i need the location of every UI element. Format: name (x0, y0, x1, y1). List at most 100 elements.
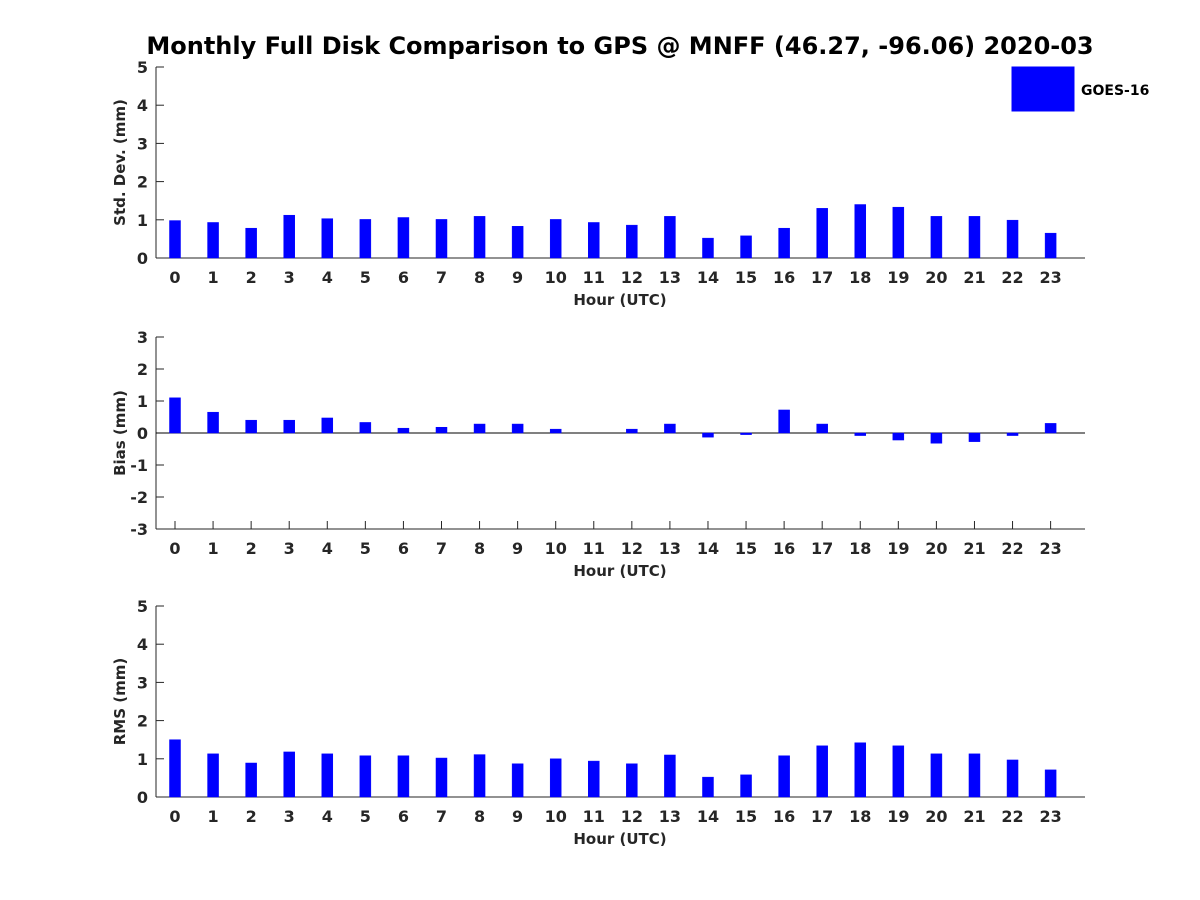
std_dev-bar (283, 214, 295, 259)
legend-swatch-goes-16 (1011, 66, 1075, 112)
bias-x-tick-label: 18 (849, 539, 871, 558)
std_dev-x-tick-label: 11 (583, 268, 605, 287)
std_dev-x-tick-label: 17 (811, 268, 833, 287)
rms-bar (435, 757, 448, 798)
rms-y-tick-label: 3 (137, 673, 148, 692)
std_dev-x-tick-label: 22 (1001, 268, 1023, 287)
rms-y-tick-label: 4 (137, 635, 148, 654)
rms-y-tick-label: 5 (137, 597, 148, 616)
std_dev-y-tick-label: 5 (137, 58, 148, 77)
rms-bar (968, 753, 981, 798)
rms-bar (283, 751, 295, 798)
rms-bar (626, 763, 638, 798)
bias-x-tick-label: 2 (246, 539, 257, 558)
rms-x-tick-label: 21 (963, 807, 985, 826)
bias-bar (321, 417, 334, 434)
std_dev-bar (473, 216, 486, 259)
bias-x-tick-label: 22 (1001, 539, 1023, 558)
bias-x-tick-label: 1 (207, 539, 218, 558)
std_dev-bar (778, 227, 790, 259)
std_dev-x-tick-label: 18 (849, 268, 871, 287)
rms-y-tick-label: 0 (137, 788, 148, 807)
bias-x-tick-label: 19 (887, 539, 909, 558)
bias-x-tick-label: 14 (697, 539, 719, 558)
std_dev-bar (702, 237, 714, 259)
bias-x-tick-label: 4 (322, 539, 333, 558)
std_dev-x-tick-label: 10 (545, 268, 567, 287)
rms-x-axis-label: Hour (UTC) (573, 830, 666, 848)
std_dev-y-tick-label: 1 (137, 211, 148, 230)
std_dev-bar (892, 206, 905, 259)
bias-bar (245, 419, 257, 434)
bias-y-tick-label: 2 (137, 360, 148, 379)
bias-x-tick-label: 20 (925, 539, 947, 558)
bias-y-tick-label: 3 (137, 328, 148, 347)
rms-x-tick-label: 7 (436, 807, 447, 826)
std_dev-bar (169, 220, 181, 259)
bias-bar (1006, 432, 1019, 436)
std_dev-x-tick-label: 19 (887, 268, 909, 287)
std_dev-y-axis-label: Std. Dev. (mm) (111, 99, 129, 226)
std_dev-x-tick-label: 14 (697, 268, 719, 287)
bias-x-tick-label: 23 (1039, 539, 1061, 558)
std_dev-bar (549, 219, 562, 259)
std_dev-x-tick-label: 6 (398, 268, 409, 287)
std_dev-x-tick-label: 3 (284, 268, 295, 287)
rms-bar (1044, 769, 1057, 798)
bias-bar (435, 426, 448, 434)
std_dev-y-tick-label: 3 (137, 134, 148, 153)
legend: GOES-16 (1011, 66, 1149, 112)
rms-bar (664, 754, 676, 798)
rms-bar (169, 739, 181, 798)
std_dev-bar (588, 222, 600, 259)
bias-bar (283, 419, 295, 434)
bias-x-tick-label: 7 (436, 539, 447, 558)
std_dev-x-tick-label: 8 (474, 268, 485, 287)
std_dev-bar (1044, 232, 1057, 259)
rms-bar (816, 745, 828, 798)
std_dev-x-axis-label: Hour (UTC) (573, 291, 666, 309)
bias-bar (169, 397, 181, 434)
rms-x-tick-label: 3 (284, 807, 295, 826)
bias-bar (930, 432, 943, 444)
bias-x-tick-label: 8 (474, 539, 485, 558)
bias-bar (778, 409, 790, 434)
rms-x-tick-label: 14 (697, 807, 719, 826)
bias-bar (549, 428, 562, 434)
rms-bar (359, 755, 372, 798)
rms-bar (892, 745, 905, 798)
bias-bar (816, 423, 828, 434)
rms-y-tick-label: 1 (137, 750, 148, 769)
std_dev-x-tick-label: 0 (169, 268, 180, 287)
rms-y-axis-label: RMS (mm) (111, 658, 129, 745)
std_dev-x-tick-label: 23 (1039, 268, 1061, 287)
rms-y-tick-label: 2 (137, 712, 148, 731)
bias-x-tick-label: 11 (583, 539, 605, 558)
bias-x-tick-label: 12 (621, 539, 643, 558)
rms-bar (473, 754, 486, 798)
rms-bar (511, 763, 524, 798)
rms-bar (778, 755, 790, 798)
bias-bar (702, 432, 714, 438)
std_dev-bar (511, 226, 524, 259)
legend-label-goes-16: GOES-16 (1081, 83, 1149, 99)
bias-y-tick-label: 0 (137, 424, 148, 443)
rms-bar (397, 755, 410, 798)
std_dev-x-tick-label: 1 (207, 268, 218, 287)
bias-y-axis-label: Bias (mm) (111, 390, 129, 476)
bias-x-tick-label: 0 (169, 539, 180, 558)
bias-bar (892, 432, 905, 441)
rms-x-tick-label: 1 (207, 807, 218, 826)
std_dev-x-tick-label: 2 (246, 268, 257, 287)
rms-bar (207, 753, 219, 798)
rms-x-tick-label: 6 (398, 807, 409, 826)
std_dev-bar (435, 219, 448, 259)
std_dev-bar (816, 208, 828, 259)
rms-x-tick-label: 11 (583, 807, 605, 826)
std_dev-bar (245, 227, 257, 259)
bias-bar (854, 432, 867, 436)
bias-x-tick-label: 17 (811, 539, 833, 558)
rms-bar (854, 742, 867, 798)
